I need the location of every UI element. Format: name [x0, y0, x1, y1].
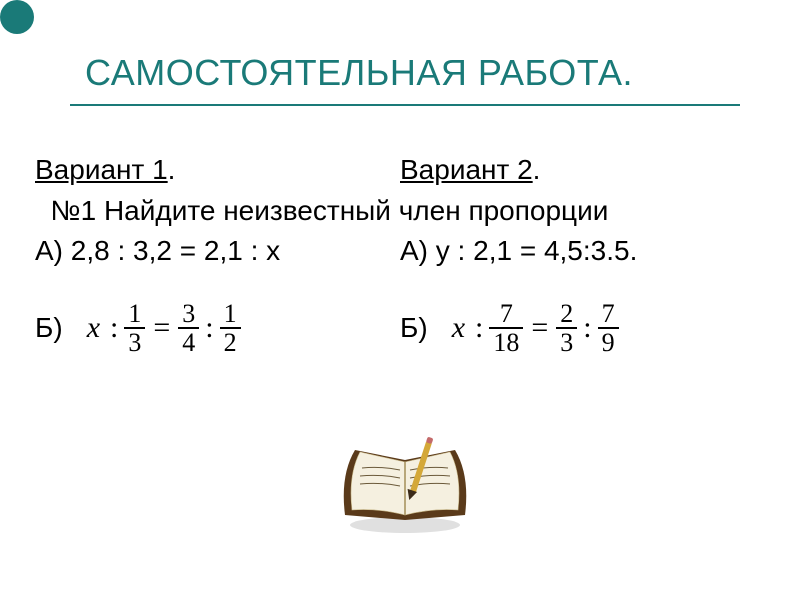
variant1-heading-cell: Вариант 1.	[35, 150, 400, 191]
colon-glyph: :	[205, 306, 213, 350]
colon-glyph: :	[110, 306, 118, 350]
title-bullet	[0, 0, 34, 34]
v2-frac-2: 2 3	[556, 300, 577, 356]
v2-frac-1: 7 18	[489, 300, 523, 356]
variant-headings-row: Вариант 1. Вариант 2.	[35, 150, 765, 191]
v1-x: x	[87, 306, 100, 350]
frac-den: 2	[220, 329, 241, 356]
variant2-heading-dot: .	[533, 154, 541, 185]
v2-b-label: Б)	[400, 308, 428, 349]
v1-formula: x : 1 3 = 3 4 : 1 2	[87, 300, 241, 356]
frac-den: 9	[598, 329, 619, 356]
open-book-icon	[330, 420, 480, 540]
variant1-heading: Вариант 1	[35, 154, 168, 185]
v1-frac-1: 1 3	[124, 300, 145, 356]
v1-frac-3: 1 2	[220, 300, 241, 356]
variant1-heading-dot: .	[168, 154, 176, 185]
colon-glyph: :	[475, 306, 483, 350]
equals-glyph: =	[531, 306, 548, 350]
v1-b-label: Б)	[35, 308, 63, 349]
v1-task-b: Б) x : 1 3 = 3 4 : 1 2	[35, 300, 400, 356]
colon-glyph: :	[583, 306, 591, 350]
frac-den: 3	[124, 329, 145, 356]
frac-num: 7	[598, 300, 619, 327]
variant2-heading: Вариант 2	[400, 154, 533, 185]
task-a-row: А) 2,8 : 3,2 = 2,1 : х А) у : 2,1 = 4,5:…	[35, 231, 765, 272]
variant2-heading-cell: Вариант 2.	[400, 150, 765, 191]
task-b-row: Б) x : 1 3 = 3 4 : 1 2	[35, 300, 765, 356]
v1-frac-2: 3 4	[178, 300, 199, 356]
slide-title: САМОСТОЯТЕЛЬНАЯ РАБОТА.	[85, 52, 633, 94]
frac-den: 18	[489, 329, 523, 356]
frac-den: 3	[556, 329, 577, 356]
frac-num: 1	[220, 300, 241, 327]
task-instruction: №1 Найдите неизвестный член пропорции	[35, 191, 765, 232]
frac-num: 7	[496, 300, 517, 327]
v2-frac-3: 7 9	[598, 300, 619, 356]
v2-formula: x : 7 18 = 2 3 : 7 9	[452, 300, 619, 356]
slide-body: Вариант 1. Вариант 2. №1 Найдите неизвес…	[35, 150, 765, 356]
slide-title-region: САМОСТОЯТЕЛЬНАЯ РАБОТА.	[85, 52, 633, 94]
frac-den: 4	[178, 329, 199, 356]
frac-num: 1	[124, 300, 145, 327]
v1-task-a: А) 2,8 : 3,2 = 2,1 : х	[35, 231, 400, 272]
frac-num: 3	[178, 300, 199, 327]
v2-task-b: Б) x : 7 18 = 2 3 : 7 9	[400, 300, 765, 356]
frac-num: 2	[556, 300, 577, 327]
v2-x: x	[452, 306, 465, 350]
equals-glyph: =	[153, 306, 170, 350]
v2-task-a: А) у : 2,1 = 4,5:3.5.	[400, 231, 765, 272]
title-underline	[70, 104, 740, 106]
